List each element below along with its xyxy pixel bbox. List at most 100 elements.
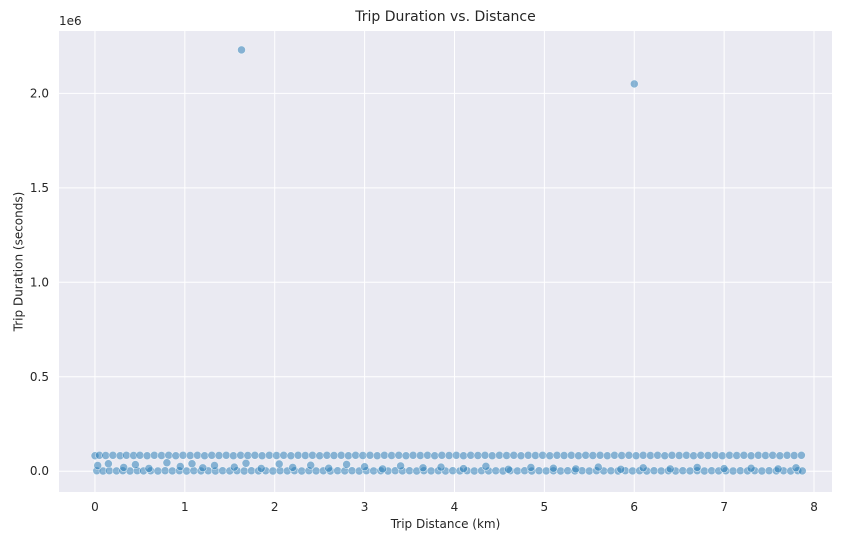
plot-area xyxy=(59,31,832,492)
scatter-point xyxy=(286,451,296,461)
scatter-point xyxy=(207,450,217,460)
scatter-point xyxy=(131,460,140,469)
scatter-point xyxy=(288,463,298,472)
scatter-point xyxy=(239,466,249,476)
scatter-point xyxy=(426,466,436,476)
scatter-point xyxy=(773,464,783,474)
scatter-point xyxy=(444,451,454,460)
scatter-point xyxy=(629,79,639,89)
scatter-point xyxy=(324,463,334,473)
scatter-point xyxy=(241,458,251,468)
scatter-point xyxy=(378,464,387,474)
scatter-point xyxy=(306,460,316,470)
scatter-point xyxy=(761,451,770,460)
scatter-point xyxy=(122,450,131,460)
scatter-point xyxy=(430,451,440,461)
scatter-point xyxy=(775,451,785,461)
scatter-point xyxy=(649,466,659,476)
scatter-point xyxy=(437,450,447,460)
scatter-point xyxy=(200,451,209,461)
x-tick-label: 6 xyxy=(630,500,638,514)
scatter-point xyxy=(665,464,675,474)
scatter-point xyxy=(160,466,170,476)
scatter-point xyxy=(710,450,720,460)
scatter-point xyxy=(509,450,519,460)
scatter-point xyxy=(707,466,716,476)
scatter-point xyxy=(638,450,648,460)
scatter-point xyxy=(502,451,511,460)
scatter-point xyxy=(753,450,763,460)
scatter-point xyxy=(764,466,774,476)
scatter-point xyxy=(682,450,691,460)
scatter-point xyxy=(624,450,634,460)
scatter-point xyxy=(732,451,742,460)
scatter-point xyxy=(164,450,173,460)
scatter-point xyxy=(728,466,738,476)
scatter-point xyxy=(534,466,544,476)
scatter-point xyxy=(293,450,303,460)
scatter-point xyxy=(559,451,569,460)
scatter-point xyxy=(610,450,619,460)
scatter-point xyxy=(108,450,118,460)
scatter-point xyxy=(221,450,231,460)
scatter-point xyxy=(660,451,670,461)
scatter-point xyxy=(746,463,756,473)
chart-title: Trip Duration vs. Distance xyxy=(354,9,535,25)
scatter-point xyxy=(593,462,603,472)
scatter-point xyxy=(459,451,468,461)
scatter-point xyxy=(344,451,353,461)
scatter-point xyxy=(372,451,382,461)
scatter-point xyxy=(556,466,565,476)
scatter-point xyxy=(735,466,745,476)
scatter-point xyxy=(369,466,378,476)
scatter-point xyxy=(552,450,562,460)
scatter-point xyxy=(243,451,253,460)
scatter-point xyxy=(142,451,152,461)
scatter-point xyxy=(150,450,159,460)
scatter-point xyxy=(692,463,702,472)
scatter-point xyxy=(93,461,102,470)
x-tick-label: 1 xyxy=(181,500,189,514)
scatter-point xyxy=(491,466,501,476)
scatter-point xyxy=(667,450,677,460)
scatter-point xyxy=(236,450,245,460)
scatter-point xyxy=(678,466,688,476)
scatter-point xyxy=(423,450,432,460)
scatter-point xyxy=(526,463,536,472)
scatter-point xyxy=(187,459,197,469)
scatter-point xyxy=(656,466,666,476)
scatter-point xyxy=(256,464,266,473)
scatter-point xyxy=(674,451,684,460)
scatter-point xyxy=(696,450,706,460)
scatter-point xyxy=(342,460,351,469)
scatter-point xyxy=(513,466,522,476)
scatter-point xyxy=(725,450,734,460)
scatter-point xyxy=(495,450,504,460)
scatter-point xyxy=(538,450,547,460)
scatter-point xyxy=(574,451,583,461)
scatter-point xyxy=(250,450,260,460)
scatter-point xyxy=(401,451,411,461)
scatter-point xyxy=(329,451,339,460)
scatter-point xyxy=(487,451,497,461)
scatter-point xyxy=(602,451,612,461)
scatter-point xyxy=(157,451,166,460)
scatter-point xyxy=(563,466,573,476)
scatter-point xyxy=(101,451,110,460)
y-tick-label: 1.0 xyxy=(30,275,49,289)
x-tick-label: 5 xyxy=(541,500,549,514)
scatter-point xyxy=(595,450,605,460)
scatter-point xyxy=(791,463,801,473)
scatter-point xyxy=(358,451,368,460)
scatter-point xyxy=(300,451,310,460)
scatter-point xyxy=(315,451,325,461)
scatter-point xyxy=(394,450,404,460)
scatter-point xyxy=(218,466,227,476)
scatter-point xyxy=(351,450,360,460)
scatter-point xyxy=(628,466,637,476)
scatter-point xyxy=(581,450,591,460)
scatter-point xyxy=(171,451,181,461)
y-tick-label: 1.5 xyxy=(30,181,49,195)
scatter-point xyxy=(365,450,375,460)
